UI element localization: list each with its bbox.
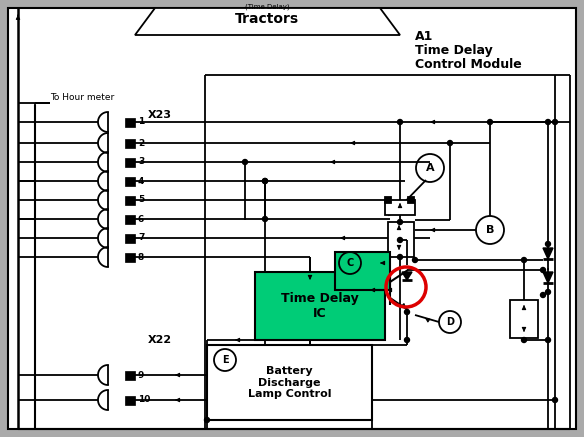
Circle shape	[398, 237, 402, 243]
Text: Control Module: Control Module	[415, 58, 522, 71]
Bar	[207, 345, 372, 420]
Circle shape	[552, 119, 558, 125]
Text: 6: 6	[138, 215, 144, 223]
Text: 9: 9	[138, 371, 144, 379]
Bar	[125, 396, 135, 405]
Circle shape	[262, 178, 267, 184]
Text: 8: 8	[138, 253, 144, 261]
Circle shape	[447, 141, 453, 146]
Circle shape	[541, 292, 545, 298]
Polygon shape	[543, 248, 553, 259]
Bar	[125, 371, 135, 380]
Text: (Time Delay): (Time Delay)	[245, 4, 289, 10]
Bar	[125, 139, 135, 148]
Text: 5: 5	[138, 195, 144, 205]
Polygon shape	[543, 272, 553, 283]
Bar	[125, 158, 135, 167]
Text: Tractors: Tractors	[235, 12, 299, 26]
Text: C: C	[346, 258, 354, 268]
Circle shape	[488, 119, 492, 125]
Text: To Hour meter: To Hour meter	[50, 93, 114, 101]
Polygon shape	[135, 8, 400, 35]
Bar	[385, 197, 391, 203]
Bar	[125, 177, 135, 186]
Text: E: E	[222, 355, 228, 365]
Circle shape	[412, 257, 418, 263]
Text: B: B	[486, 225, 494, 235]
Text: X22: X22	[148, 335, 172, 345]
Text: Time Delay: Time Delay	[415, 44, 493, 57]
Circle shape	[545, 242, 551, 246]
Text: 4: 4	[138, 177, 144, 185]
Text: 2: 2	[138, 139, 144, 148]
Bar	[510, 300, 538, 338]
Text: 10: 10	[138, 395, 150, 405]
Bar	[408, 197, 414, 203]
Bar	[125, 253, 135, 262]
Bar	[125, 118, 135, 127]
Circle shape	[398, 254, 402, 260]
Circle shape	[545, 337, 551, 343]
Bar	[335, 252, 390, 290]
Circle shape	[204, 417, 210, 423]
Circle shape	[405, 337, 409, 343]
Bar	[255, 272, 385, 340]
Text: 7: 7	[138, 233, 144, 243]
Text: A1: A1	[415, 30, 433, 43]
Circle shape	[242, 160, 248, 164]
Text: 3: 3	[138, 157, 144, 166]
Text: D: D	[446, 317, 454, 327]
Circle shape	[398, 219, 402, 225]
Circle shape	[522, 257, 527, 263]
Polygon shape	[402, 272, 412, 280]
Circle shape	[398, 119, 402, 125]
Text: Battery
Discharge
Lamp Control: Battery Discharge Lamp Control	[248, 366, 331, 399]
Text: 1: 1	[138, 118, 144, 126]
Circle shape	[545, 289, 551, 295]
Bar	[125, 196, 135, 205]
Bar	[388, 222, 414, 257]
Text: X23: X23	[148, 110, 172, 120]
Text: A: A	[426, 163, 434, 173]
Bar	[125, 215, 135, 224]
Circle shape	[262, 216, 267, 222]
Circle shape	[541, 267, 545, 273]
Bar	[385, 200, 415, 215]
Bar	[125, 234, 135, 243]
Circle shape	[552, 398, 558, 402]
Circle shape	[405, 309, 409, 315]
Circle shape	[522, 337, 527, 343]
Circle shape	[262, 178, 267, 184]
Text: Time Delay
IC: Time Delay IC	[281, 292, 359, 320]
Circle shape	[545, 119, 551, 125]
